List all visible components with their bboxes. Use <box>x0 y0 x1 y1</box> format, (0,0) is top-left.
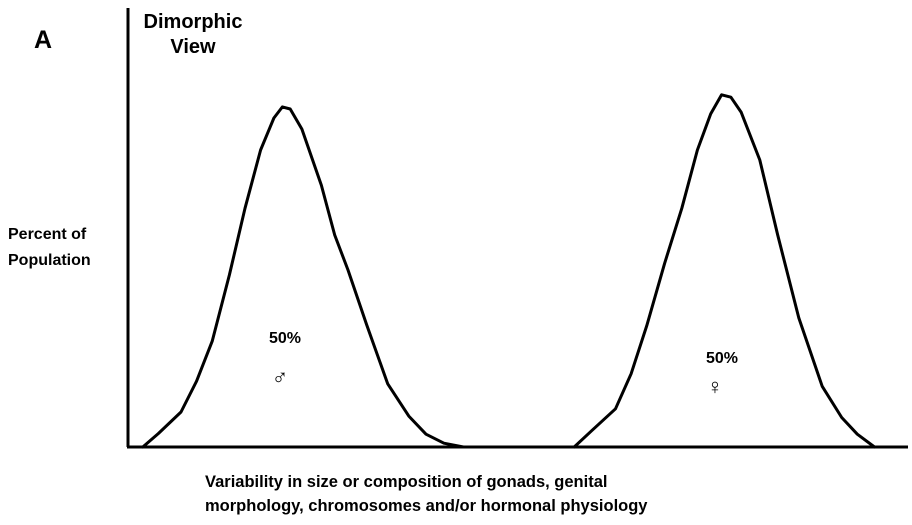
x-axis-label-line-1: Variability in size or composition of go… <box>205 473 608 491</box>
female-symbol-icon: ♀ <box>707 374 724 399</box>
panel-label: A <box>34 26 53 54</box>
chart-title-line-2: View <box>170 36 216 58</box>
y-axis-label-line-2: Population <box>8 252 91 269</box>
male-symbol-icon: ♂ <box>272 364 289 389</box>
chart-title-line-1: Dimorphic <box>143 11 243 33</box>
series-curve-male <box>141 105 465 449</box>
male-share-label: 50% <box>269 330 301 347</box>
female-share-label: 50% <box>706 350 738 367</box>
x-axis-label-line-2: morphology, chromosomes and/or hormonal … <box>205 497 648 515</box>
y-axis-label: Percent of Population <box>8 222 118 274</box>
x-axis-label: Variability in size or composition of go… <box>205 470 805 518</box>
y-axis-label-line-1: Percent of <box>8 226 87 243</box>
series-curve-female <box>572 93 876 449</box>
chart-title: Dimorphic View <box>138 10 248 60</box>
